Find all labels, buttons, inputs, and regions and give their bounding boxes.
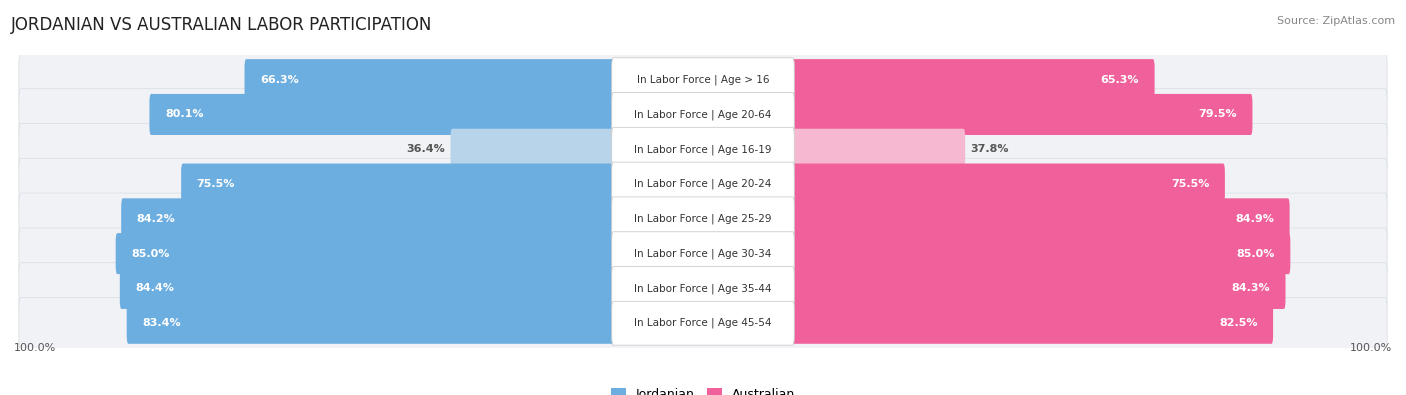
FancyBboxPatch shape [612,127,794,171]
Text: 84.4%: 84.4% [135,284,174,293]
Text: 36.4%: 36.4% [406,144,446,154]
Text: In Labor Force | Age > 16: In Labor Force | Age > 16 [637,74,769,85]
Legend: Jordanian, Australian: Jordanian, Australian [606,383,800,395]
Text: 85.0%: 85.0% [1236,248,1275,259]
FancyBboxPatch shape [702,303,1272,344]
Text: 85.0%: 85.0% [131,248,170,259]
FancyBboxPatch shape [702,59,1154,100]
FancyBboxPatch shape [181,164,704,205]
Text: Source: ZipAtlas.com: Source: ZipAtlas.com [1277,16,1395,26]
Text: In Labor Force | Age 45-54: In Labor Force | Age 45-54 [634,318,772,329]
FancyBboxPatch shape [18,263,1388,314]
FancyBboxPatch shape [18,193,1388,245]
FancyBboxPatch shape [702,268,1285,309]
FancyBboxPatch shape [612,58,794,102]
FancyBboxPatch shape [702,233,1291,274]
FancyBboxPatch shape [121,198,704,239]
Text: JORDANIAN VS AUSTRALIAN LABOR PARTICIPATION: JORDANIAN VS AUSTRALIAN LABOR PARTICIPAT… [11,16,433,34]
FancyBboxPatch shape [18,297,1388,349]
Text: In Labor Force | Age 16-19: In Labor Force | Age 16-19 [634,144,772,154]
Text: 65.3%: 65.3% [1101,75,1139,85]
Text: 75.5%: 75.5% [197,179,235,189]
Text: 80.1%: 80.1% [165,109,204,119]
FancyBboxPatch shape [612,197,794,241]
FancyBboxPatch shape [612,162,794,206]
FancyBboxPatch shape [18,228,1388,279]
FancyBboxPatch shape [612,92,794,136]
FancyBboxPatch shape [18,124,1388,175]
Text: 100.0%: 100.0% [14,342,56,353]
FancyBboxPatch shape [450,129,704,170]
FancyBboxPatch shape [702,164,1225,205]
FancyBboxPatch shape [127,303,704,344]
Text: In Labor Force | Age 35-44: In Labor Force | Age 35-44 [634,283,772,294]
Text: 100.0%: 100.0% [1350,342,1392,353]
FancyBboxPatch shape [120,268,704,309]
FancyBboxPatch shape [612,301,794,345]
FancyBboxPatch shape [612,232,794,276]
Text: 79.5%: 79.5% [1198,109,1237,119]
Text: 84.3%: 84.3% [1232,284,1270,293]
FancyBboxPatch shape [115,233,704,274]
Text: 82.5%: 82.5% [1219,318,1257,328]
Text: 83.4%: 83.4% [142,318,181,328]
FancyBboxPatch shape [18,89,1388,140]
Text: 75.5%: 75.5% [1171,179,1209,189]
Text: In Labor Force | Age 30-34: In Labor Force | Age 30-34 [634,248,772,259]
FancyBboxPatch shape [702,94,1253,135]
Text: 66.3%: 66.3% [260,75,298,85]
FancyBboxPatch shape [702,198,1289,239]
Text: In Labor Force | Age 20-64: In Labor Force | Age 20-64 [634,109,772,120]
Text: 84.2%: 84.2% [136,214,176,224]
Text: In Labor Force | Age 20-24: In Labor Force | Age 20-24 [634,179,772,189]
FancyBboxPatch shape [18,54,1388,105]
Text: 84.9%: 84.9% [1236,214,1274,224]
FancyBboxPatch shape [149,94,704,135]
FancyBboxPatch shape [702,129,965,170]
FancyBboxPatch shape [18,158,1388,210]
FancyBboxPatch shape [612,267,794,310]
Text: 37.8%: 37.8% [970,144,1010,154]
FancyBboxPatch shape [245,59,704,100]
Text: In Labor Force | Age 25-29: In Labor Force | Age 25-29 [634,214,772,224]
